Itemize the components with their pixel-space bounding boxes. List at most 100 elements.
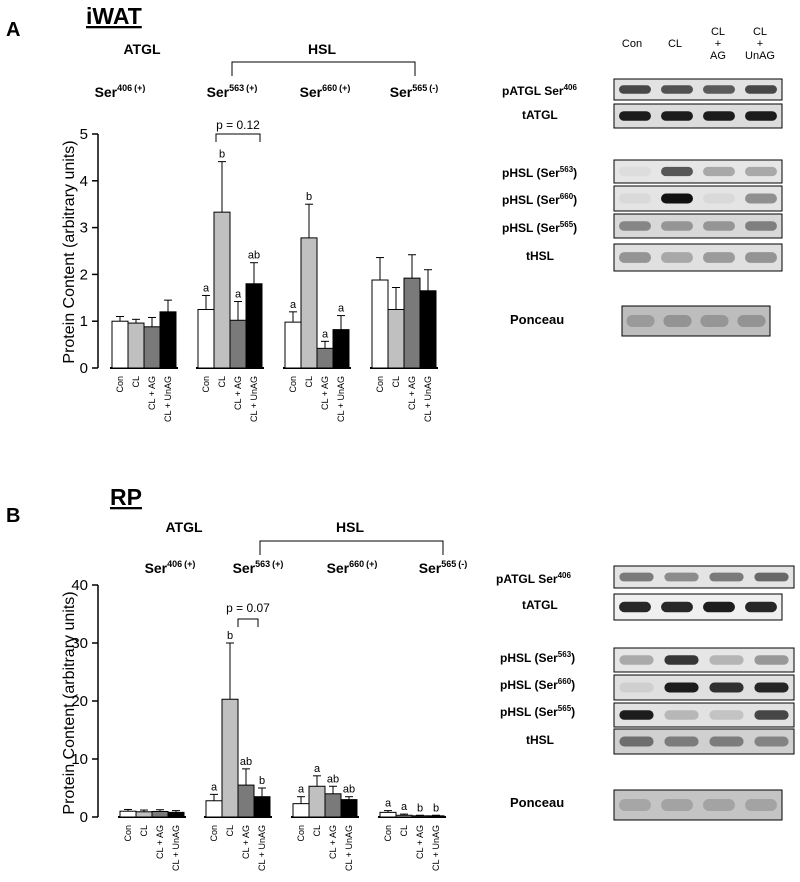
blot-row-label: pHSL (Ser563) <box>502 165 577 180</box>
blot-band <box>661 111 693 121</box>
blot-band <box>619 655 654 665</box>
panel-b-site-label: Ser565 (-) <box>419 559 468 576</box>
x-tick-label: CL <box>312 825 322 837</box>
panel-b-y-axis-label: Protein Content (arbitrary units) <box>61 591 78 814</box>
bar <box>292 803 310 818</box>
bar <box>253 796 271 818</box>
significance-letter: b <box>417 802 423 814</box>
bar <box>159 311 177 369</box>
x-tick-label: CL <box>225 825 235 837</box>
significance-letter: a <box>298 784 305 796</box>
bar <box>340 799 358 818</box>
blot-band <box>745 85 777 94</box>
blot-band <box>754 655 789 665</box>
blot-band <box>619 193 651 204</box>
blot-band <box>626 315 655 327</box>
blot-band <box>619 166 651 177</box>
blot-lane-header: UnAG <box>745 50 775 62</box>
panel-b-p-bracket <box>237 618 259 627</box>
blot-band <box>664 682 699 693</box>
significance-letter: b <box>227 630 233 642</box>
x-tick-label: CL + UnAG <box>431 825 441 871</box>
x-tick-label: CL + AG <box>147 376 157 410</box>
significance-letter: ab <box>240 756 252 768</box>
blot-row-label: tATGL <box>522 108 558 122</box>
bar <box>324 793 342 818</box>
x-tick-label: CL + AG <box>233 376 243 410</box>
bar <box>284 321 302 369</box>
blot-band <box>709 655 744 665</box>
blot-band <box>619 799 651 811</box>
blot-lane-header: CL <box>711 26 725 38</box>
bar <box>119 810 137 818</box>
bar <box>229 319 247 369</box>
panel-a-site-label: Ser660 (+) <box>300 83 351 100</box>
blot-band <box>745 252 777 263</box>
blot-band <box>709 682 744 693</box>
blot-band <box>661 85 693 94</box>
blot-band <box>745 193 777 204</box>
blot-row-label: tATGL <box>522 598 558 612</box>
bar <box>427 815 445 818</box>
x-tick-label: CL + UnAG <box>344 825 354 871</box>
significance-letter: a <box>290 299 297 311</box>
panel-b-site-label: Ser563 (+) <box>233 559 284 576</box>
significance-letter: a <box>203 282 210 294</box>
blot-band <box>703 252 735 263</box>
blot-band <box>619 85 651 94</box>
blot-strip <box>613 78 783 101</box>
bar <box>197 309 215 369</box>
blot-strip <box>613 647 795 673</box>
bar <box>379 811 397 818</box>
blot-row-label: pATGL Ser406 <box>502 83 577 98</box>
blot-band <box>754 736 789 747</box>
blot-row-label: tHSL <box>526 249 554 263</box>
panel-a-p-bracket <box>215 133 261 142</box>
panel-a-site-label: Ser565 (-) <box>390 83 439 100</box>
bar <box>300 237 318 369</box>
y-tick-label: 5 <box>80 126 88 143</box>
significance-letter: a <box>338 303 345 315</box>
blot-band <box>745 111 777 121</box>
blot-row-label: pHSL (Ser660) <box>500 677 575 692</box>
blot-lane-header: Con <box>622 38 642 50</box>
bar <box>411 815 429 818</box>
panel-a: A iWAT ATGL HSL Ser406 (+) Ser563 (+) Ser6… <box>6 3 783 422</box>
bar <box>371 279 389 369</box>
significance-letter: a <box>322 328 329 340</box>
x-tick-label: CL <box>399 825 409 837</box>
x-tick-label: CL + UnAG <box>257 825 267 871</box>
x-tick-label: CL + UnAG <box>171 825 181 871</box>
x-tick-label: CL + AG <box>415 825 425 859</box>
blot-row-label: Ponceau <box>510 795 564 810</box>
panel-a-chart: 0 1 2 3 4 5 Con CL CL + AG CL + UnAG a Con b CL a CL + … <box>80 126 438 422</box>
blot-row-label: pHSL (Ser565) <box>502 220 577 235</box>
panel-a-hsl-bracket <box>231 61 416 76</box>
blot-band <box>663 315 692 327</box>
x-tick-label: Con <box>296 825 306 842</box>
blot-band <box>754 710 789 720</box>
x-tick-label: Con <box>288 376 298 393</box>
x-tick-label: CL + AG <box>320 376 330 410</box>
panel-a-y-axis-label: Protein Content (arbitrary units) <box>61 140 78 363</box>
panel-a-atgl-label: ATGL <box>123 41 161 57</box>
panel-b-site-label: Ser660 (+) <box>327 559 378 576</box>
panel-b-atgl-label: ATGL <box>165 519 203 535</box>
bar <box>395 814 413 818</box>
x-tick-label: CL + AG <box>407 376 417 410</box>
blot-band <box>619 682 654 693</box>
panel-b-blot: pATGL Ser406 tATGL pHSL (Ser563) pHSL (S… <box>496 565 795 821</box>
blot-band <box>661 221 693 231</box>
significance-letter: ab <box>248 250 260 262</box>
y-tick-label: 2 <box>80 266 88 283</box>
bar <box>316 347 334 369</box>
significance-letter: b <box>219 149 225 161</box>
panel-b-hsl-label: HSL <box>336 519 364 535</box>
blot-band <box>661 601 693 613</box>
x-tick-label: Con <box>123 825 133 842</box>
blot-band <box>619 736 654 747</box>
significance-letter: b <box>259 775 265 787</box>
blot-band <box>745 799 777 811</box>
blot-row-label: pHSL (Ser565) <box>500 704 575 719</box>
